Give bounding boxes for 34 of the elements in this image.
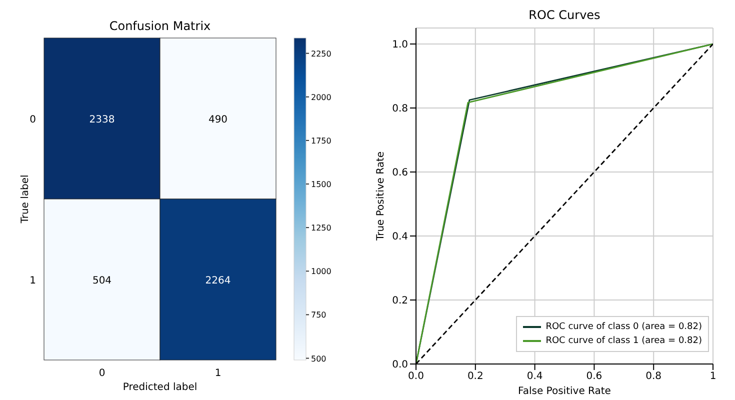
data-label: 2338 [89, 114, 115, 126]
chart-title: Confusion Matrix [109, 19, 211, 33]
x-tick-label: 1 [710, 371, 716, 382]
color-bar-label: 1000 [311, 267, 332, 276]
legend-label: ROC curve of class 0 (area = 0.82) [546, 321, 702, 334]
color-bar-label: 1250 [311, 224, 332, 233]
data-label: 504 [92, 276, 112, 286]
color-bar-label: 1750 [311, 136, 332, 146]
x-tick-label: 0.2 [467, 371, 484, 382]
color-bar-label: 500 [311, 354, 326, 364]
x-tick-label: 0.6 [586, 371, 602, 382]
color-bar-label: 750 [311, 310, 326, 320]
x-tick-label: 0.8 [646, 371, 662, 382]
x-tick-label: 0.4 [526, 371, 543, 382]
data-label: 490 [208, 114, 228, 126]
legend-label: ROC curve of class 1 (area = 0.82) [546, 335, 702, 348]
data-label: 2264 [205, 276, 231, 286]
color-bar-label: 2250 [311, 49, 332, 58]
x-tick-label: 1 [214, 368, 222, 379]
x-tick-label: 0.0 [408, 371, 424, 382]
y-tick-label: 0.2 [392, 296, 408, 307]
y-tick-label: 0.8 [392, 104, 408, 115]
y-tick-label: 1.0 [392, 40, 408, 51]
chart-title: ROC Curves [528, 8, 602, 24]
y-tick-label: 0.4 [392, 232, 408, 243]
y-tick-label: 0.0 [392, 360, 408, 371]
y-tick-label: 0.6 [392, 168, 408, 179]
x-axis-title: False Positive Rate [518, 386, 611, 397]
x-tick-label: 0 [98, 368, 106, 379]
color-bar-label: 2000 [311, 92, 332, 102]
color-bar-label: 1500 [311, 180, 332, 190]
y-axis-title: True Positive Rate [376, 151, 387, 242]
x-axis-title: Predicted label [122, 382, 198, 393]
y-axis-title: True label [20, 174, 31, 224]
